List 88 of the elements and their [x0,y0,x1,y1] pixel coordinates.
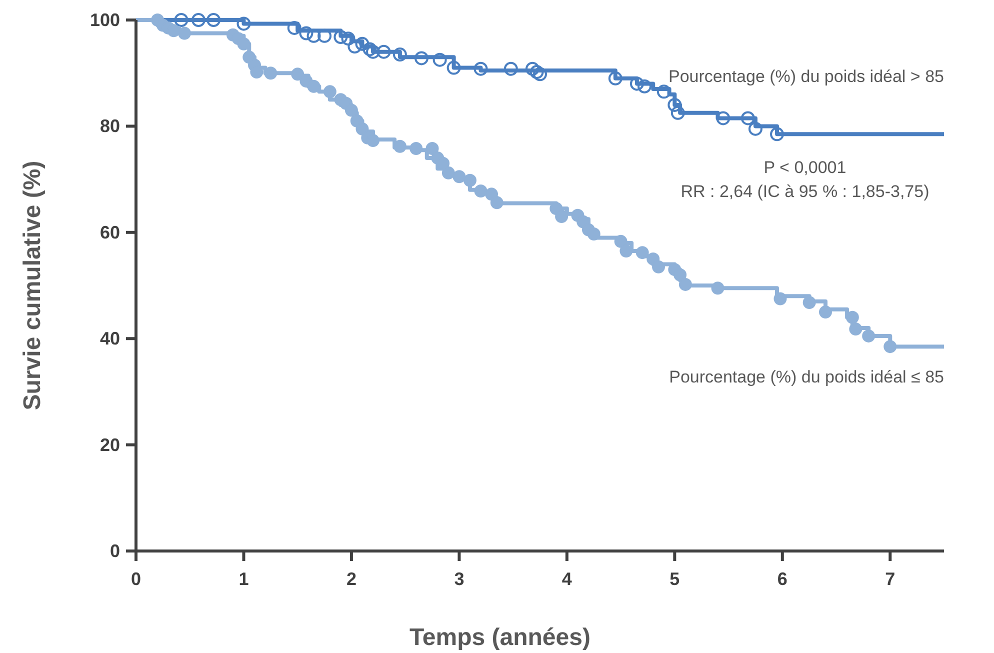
point [740,111,755,126]
y-tick-label: 40 [100,328,120,349]
point [608,71,622,86]
annotation: P < 0,0001 [764,158,846,177]
point [774,292,787,306]
y-tick-label: 20 [100,434,120,455]
point [362,42,377,56]
point [711,282,724,295]
point [636,246,649,260]
y-tick-label: 60 [100,222,120,242]
point [656,84,671,99]
point [344,104,358,117]
point [770,127,784,142]
point [504,62,518,76]
y-tick-label: 0 [110,541,120,561]
point [555,210,568,223]
x-tick-label: 6 [777,569,788,589]
point [306,28,321,43]
series-label: Pourcentage (%) du poids idéal > 85 [668,67,944,86]
point [366,134,380,148]
point [334,30,348,44]
point [446,60,461,75]
point [299,26,314,40]
point [237,37,250,50]
point [748,122,762,136]
point [355,36,370,51]
point [348,40,362,54]
point [668,98,682,112]
point [670,106,685,120]
point [442,166,455,180]
point [414,51,428,66]
point [614,234,628,248]
point [291,68,304,81]
point [356,122,369,136]
x-tick-label: 7 [885,569,896,589]
x-tick-label: 5 [670,569,680,589]
point [410,142,423,155]
annotation: RR : 2,64 (IC à 95 % : 1,85-3,75) [680,182,930,201]
point [393,140,406,153]
point [318,28,332,43]
point [846,310,859,324]
point [167,24,180,38]
x-axis-title: Temps (années) [410,624,590,651]
point [323,85,336,98]
point [392,48,407,62]
point [533,67,547,82]
x-tick-label: 4 [562,569,572,589]
point [452,170,466,184]
point [802,296,816,309]
x-tick-label: 3 [454,569,464,589]
point [652,260,666,274]
point [287,20,302,35]
point [474,62,488,76]
point [849,322,862,336]
point [264,66,278,80]
point [432,52,447,67]
point [307,80,320,93]
point [862,329,876,342]
x-tick-label: 0 [130,569,142,589]
series-label: Pourcentage (%) du poids idéal ≤ 85 [669,368,944,387]
point [587,227,600,240]
point [630,76,644,91]
point [638,79,652,94]
point [376,44,391,59]
point [818,306,832,319]
point [620,244,633,258]
y-tick-label: 100 [90,10,120,30]
point [366,44,380,59]
point [674,268,687,282]
point [178,26,191,40]
point [174,13,188,27]
point [525,62,540,76]
point [884,340,897,354]
point [716,111,730,126]
x-tick-label: 1 [238,569,249,589]
point [206,13,221,27]
point [426,142,439,155]
y-tick-label: 80 [100,116,120,136]
x-tick-label: 2 [346,569,356,589]
point [530,65,544,80]
point [474,184,488,198]
point [341,32,356,46]
point [191,13,206,27]
point [678,278,692,291]
point [236,16,251,31]
point [463,174,476,187]
point [490,196,504,210]
y-axis-title: Survie cumulative (%) [19,160,46,410]
